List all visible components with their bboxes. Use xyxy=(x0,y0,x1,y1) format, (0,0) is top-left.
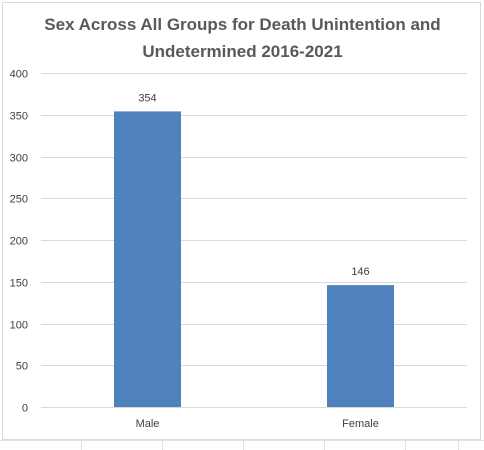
chart-container[interactable]: Sex Across All Groups for Death Unintent… xyxy=(2,2,481,440)
chart-title-line-1: Sex Across All Groups for Death Unintent… xyxy=(44,15,441,34)
bar xyxy=(327,285,394,407)
y-tick-label: 50 xyxy=(16,361,28,373)
y-tick-label: 300 xyxy=(10,153,28,165)
x-tick-label: Male xyxy=(136,418,160,430)
y-tick-label: 200 xyxy=(10,236,28,248)
y-tick-label: 0 xyxy=(22,403,28,415)
chart-title: Sex Across All Groups for Death Unintent… xyxy=(3,11,482,65)
bar xyxy=(114,111,181,407)
y-tick-label: 250 xyxy=(10,194,28,206)
y-tick-label: 350 xyxy=(10,111,28,123)
y-tick-label: 150 xyxy=(10,278,28,290)
x-tick-label: Female xyxy=(342,418,379,430)
data-label: 354 xyxy=(138,92,156,104)
chart-title-line-2: Undetermined 2016-2021 xyxy=(142,42,343,61)
y-tick-label: 100 xyxy=(10,320,28,332)
data-label: 146 xyxy=(351,266,369,278)
y-tick-label: 400 xyxy=(10,69,28,81)
